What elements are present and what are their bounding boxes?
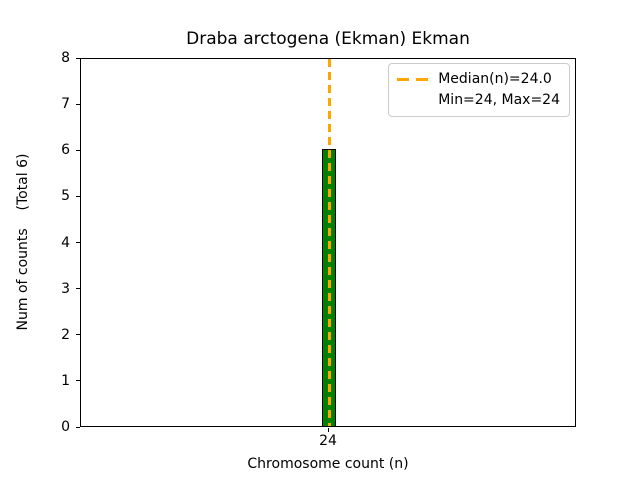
y-tick-mark [76,334,80,336]
y-tick-label: 3 [61,280,70,297]
x-axis-label: Chromosome count (n) [247,456,409,472]
median-line [327,59,331,426]
y-tick-mark [76,426,80,428]
legend-row-minmax: Min=24, Max=24 [397,90,560,111]
y-tick-label: 7 [61,96,70,113]
legend-label-minmax: Min=24, Max=24 [438,92,560,108]
x-tick-mark [327,428,329,432]
y-tick-mark [76,288,80,290]
plot-area: Median(n)=24.0 Min=24, Max=24 [80,58,576,427]
median-line-legend-swatch [397,78,429,81]
y-tick-label: 0 [61,419,70,435]
chart-title: Draba arctogena (Ekman) Ekman [186,29,470,49]
y-tick-mark [76,242,80,243]
x-tick-label: 24 [319,433,337,449]
y-axis-label: Num of counts (Total 6) [15,153,31,331]
y-tick-label: 2 [61,326,70,343]
legend: Median(n)=24.0 Min=24, Max=24 [388,63,570,117]
y-tick-label: 5 [61,188,70,205]
legend-row-median: Median(n)=24.0 [397,69,560,90]
legend-label-median: Median(n)=24.0 [438,71,552,87]
y-tick-mark [76,149,80,151]
y-tick-label: 8 [61,50,70,66]
y-tick-label: 1 [61,372,70,389]
y-tick-label: 6 [61,142,70,159]
y-tick-label: 4 [61,234,70,251]
y-tick-mark [76,103,80,105]
y-tick-mark [76,380,80,382]
y-tick-mark [76,57,80,59]
y-tick-mark [76,195,80,197]
legend-empty-handle [397,99,428,102]
